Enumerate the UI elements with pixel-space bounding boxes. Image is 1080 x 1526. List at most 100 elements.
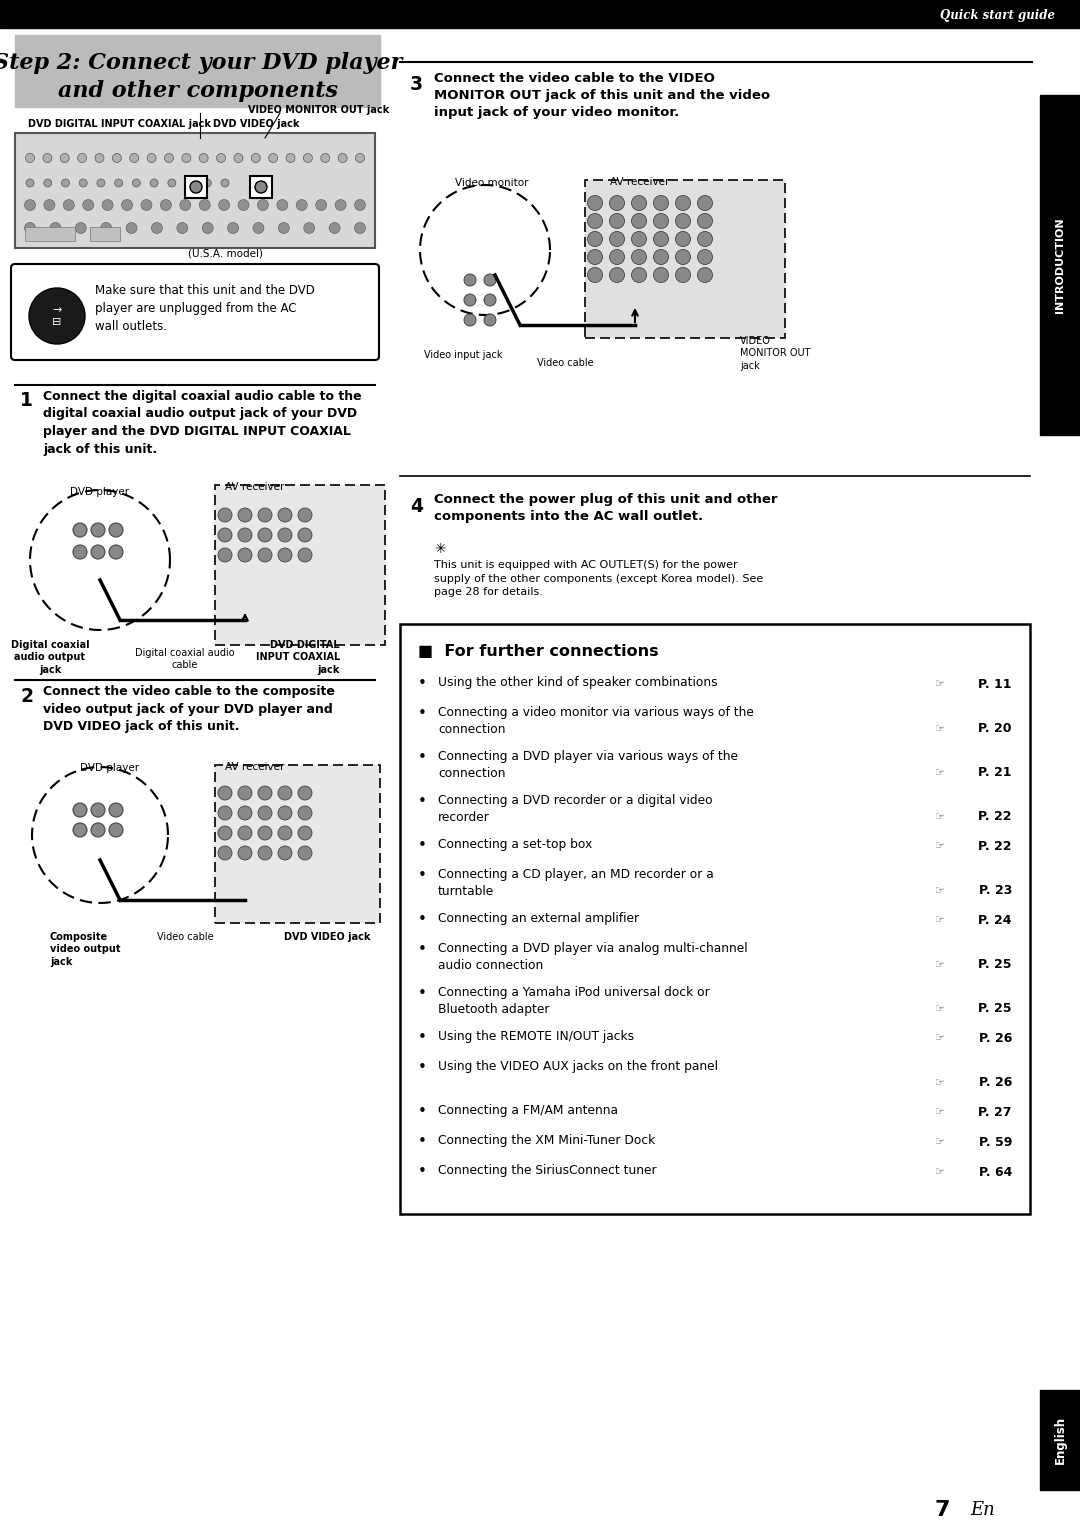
Circle shape xyxy=(91,823,105,836)
Circle shape xyxy=(218,200,230,211)
Circle shape xyxy=(258,786,272,800)
Circle shape xyxy=(464,275,476,285)
Circle shape xyxy=(141,200,152,211)
Text: 1: 1 xyxy=(21,392,32,410)
Circle shape xyxy=(609,267,624,282)
Text: Step 2: Connect your DVD player: Step 2: Connect your DVD player xyxy=(0,52,402,73)
Text: •: • xyxy=(418,676,427,691)
Circle shape xyxy=(73,523,87,537)
Text: P. 26: P. 26 xyxy=(978,1032,1012,1044)
Circle shape xyxy=(464,295,476,307)
Text: P. 25: P. 25 xyxy=(978,1003,1012,1015)
Text: •: • xyxy=(418,943,427,957)
Circle shape xyxy=(91,803,105,816)
Circle shape xyxy=(218,786,232,800)
Circle shape xyxy=(109,545,123,559)
Circle shape xyxy=(126,223,137,233)
Text: Using the REMOTE IN/OUT jacks: Using the REMOTE IN/OUT jacks xyxy=(438,1030,634,1042)
Circle shape xyxy=(218,826,232,839)
Circle shape xyxy=(161,200,172,211)
Circle shape xyxy=(43,154,52,162)
Text: •: • xyxy=(418,986,427,1001)
Text: Digital coaxial
audio output
jack: Digital coaxial audio output jack xyxy=(11,639,90,674)
Circle shape xyxy=(258,806,272,819)
Text: ☞: ☞ xyxy=(935,679,945,690)
Circle shape xyxy=(653,214,669,229)
Circle shape xyxy=(60,154,69,162)
Circle shape xyxy=(354,200,365,211)
Circle shape xyxy=(164,154,174,162)
Text: Using the VIDEO AUX jacks on the front panel: Using the VIDEO AUX jacks on the front p… xyxy=(438,1061,718,1073)
Text: DVD DIGITAL
INPUT COAXIAL
jack: DVD DIGITAL INPUT COAXIAL jack xyxy=(256,639,340,674)
Text: Connecting a DVD recorder or a digital video
recorder: Connecting a DVD recorder or a digital v… xyxy=(438,794,713,824)
Bar xyxy=(15,35,380,107)
Bar xyxy=(25,227,75,241)
Circle shape xyxy=(303,223,314,233)
Text: 4: 4 xyxy=(410,496,423,516)
Circle shape xyxy=(698,232,713,247)
Circle shape xyxy=(278,548,292,562)
Circle shape xyxy=(181,154,191,162)
Text: VIDEO
MONITOR OUT
jack: VIDEO MONITOR OUT jack xyxy=(740,336,810,371)
Text: •: • xyxy=(418,838,427,853)
Circle shape xyxy=(355,154,365,162)
Circle shape xyxy=(698,214,713,229)
Text: DVD player: DVD player xyxy=(80,763,139,774)
Circle shape xyxy=(588,232,603,247)
Text: ☞: ☞ xyxy=(935,1106,945,1117)
Circle shape xyxy=(588,214,603,229)
Circle shape xyxy=(218,806,232,819)
Circle shape xyxy=(675,267,690,282)
Circle shape xyxy=(609,195,624,211)
Text: ■  For further connections: ■ For further connections xyxy=(418,644,659,659)
Circle shape xyxy=(609,249,624,264)
Text: P. 25: P. 25 xyxy=(978,958,1012,972)
Text: →
⊟: → ⊟ xyxy=(52,305,62,327)
Text: ☞: ☞ xyxy=(935,1167,945,1177)
Text: P. 11: P. 11 xyxy=(978,678,1012,690)
Text: Video cable: Video cable xyxy=(157,932,214,942)
Text: Connecting the SiriusConnect tuner: Connecting the SiriusConnect tuner xyxy=(438,1164,657,1177)
Text: P. 22: P. 22 xyxy=(978,810,1012,824)
Circle shape xyxy=(632,249,647,264)
Circle shape xyxy=(632,267,647,282)
Circle shape xyxy=(255,182,267,192)
Circle shape xyxy=(133,179,140,188)
Circle shape xyxy=(698,249,713,264)
Circle shape xyxy=(203,179,212,188)
Text: •: • xyxy=(418,913,427,928)
Circle shape xyxy=(43,179,52,188)
Circle shape xyxy=(278,806,292,819)
Circle shape xyxy=(97,179,105,188)
Circle shape xyxy=(464,314,476,327)
Text: Video cable: Video cable xyxy=(537,359,593,368)
Circle shape xyxy=(296,200,308,211)
Circle shape xyxy=(91,545,105,559)
Text: ☞: ☞ xyxy=(935,768,945,778)
Text: P. 24: P. 24 xyxy=(978,914,1012,926)
Circle shape xyxy=(354,223,365,233)
Text: P. 26: P. 26 xyxy=(978,1076,1012,1090)
Circle shape xyxy=(609,232,624,247)
Circle shape xyxy=(62,179,69,188)
Text: ☞: ☞ xyxy=(935,1077,945,1088)
Circle shape xyxy=(258,826,272,839)
FancyBboxPatch shape xyxy=(11,264,379,360)
Circle shape xyxy=(234,154,243,162)
Text: •: • xyxy=(418,707,427,722)
Text: •: • xyxy=(418,1105,427,1120)
Text: VIDEO MONITOR OUT jack: VIDEO MONITOR OUT jack xyxy=(248,105,389,114)
Text: 7: 7 xyxy=(934,1500,950,1520)
Circle shape xyxy=(276,200,288,211)
Circle shape xyxy=(338,154,347,162)
Circle shape xyxy=(26,154,35,162)
Text: Connecting a video monitor via various ways of the
connection: Connecting a video monitor via various w… xyxy=(438,707,754,736)
Text: ☞: ☞ xyxy=(935,1004,945,1013)
Circle shape xyxy=(253,223,264,233)
Text: ☞: ☞ xyxy=(935,1033,945,1042)
Circle shape xyxy=(25,223,36,233)
Circle shape xyxy=(298,548,312,562)
Circle shape xyxy=(278,826,292,839)
Circle shape xyxy=(218,845,232,861)
Text: •: • xyxy=(418,1164,427,1180)
